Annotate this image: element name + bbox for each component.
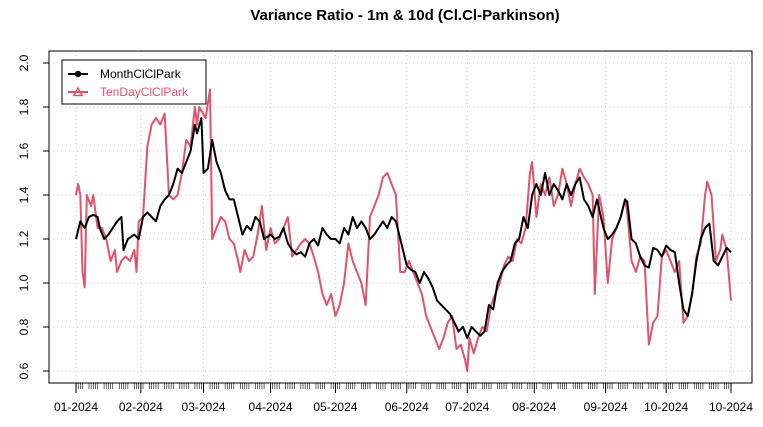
legend-label-TenDayClClPark: TenDayClClPark [100,85,189,99]
legend-label-MonthClClPark: MonthClClPark [100,67,182,81]
x-tick-label: 03-2024 [182,400,226,414]
x-tick-label: 08-2024 [512,400,556,414]
y-tick-label: 1.2 [17,230,31,247]
legend-box [61,59,207,105]
y-tick-label: 1.0 [17,274,31,291]
series-layer [75,88,732,372]
legend-circle-marker [74,70,82,78]
series-line-MonthClClPark [75,117,732,339]
x-tick-label: 02-2024 [119,400,163,414]
series-line-TenDayClClPark [75,88,732,372]
grid [49,51,752,383]
chart-title: Variance Ratio - 1m & 10d (Cl.Cl-Parkins… [250,7,559,24]
x-tick-label: 10-2024 [644,400,688,414]
x-tick-label: 01-2024 [54,400,98,414]
y-tick-label: 1.4 [17,186,31,203]
x-tick-label: 05-2024 [313,400,357,414]
y-tick-label: 1.6 [17,142,31,159]
x-tick-label: 10-2024 [709,400,753,414]
y-tick-label: 1.8 [17,98,31,115]
x-tick-label: 09-2024 [584,400,628,414]
x-tick-label: 07-2024 [445,400,489,414]
y-tick-label: 0.6 [17,362,31,379]
legend-triangle-marker [72,86,84,97]
y-tick-label: 2.0 [17,54,31,71]
x-tick-label: 06-2024 [385,400,429,414]
axes: 0.6 0.8 1.0 1.2 1.4 1.6 1.8 2.0 01-2024 02-2024 03… [17,54,753,414]
x-tick-label: 04-2024 [249,400,293,414]
y-tick-label: 0.8 [17,318,31,335]
legend: MonthClClPark TenDayClClPark [61,59,207,105]
